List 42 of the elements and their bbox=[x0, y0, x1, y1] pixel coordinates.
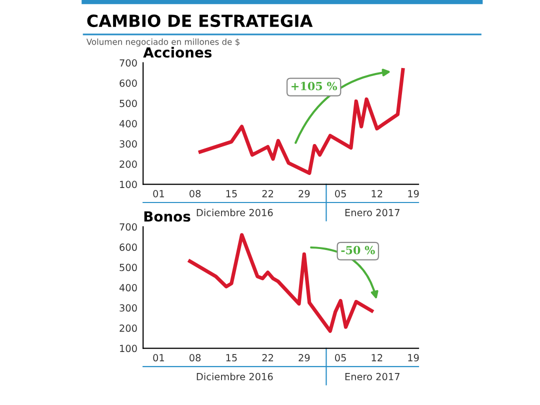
y-tick-label: 100 bbox=[120, 180, 137, 188]
y-tick-label: 300 bbox=[120, 304, 137, 312]
text: Diciembre 2016 bbox=[196, 372, 273, 380]
x-tick-label: 15 bbox=[226, 354, 237, 362]
y-axis-title: Bonos bbox=[144, 211, 190, 222]
x-tick-label: 29 bbox=[298, 354, 310, 362]
y-tick-label: 100 bbox=[120, 344, 137, 352]
y-tick-label: 700 bbox=[120, 223, 137, 231]
y-tick-label: 500 bbox=[120, 264, 137, 272]
x-tick-label: 12 bbox=[372, 354, 382, 362]
x-tick-label: 22 bbox=[262, 354, 274, 362]
chart-title: CAMBIO DE ESTRATEGIA bbox=[87, 14, 313, 28]
y-tick-label: 500 bbox=[120, 100, 137, 108]
y-tick-label: 600 bbox=[120, 80, 137, 87]
x-tick-label: 19 bbox=[408, 354, 419, 362]
text: Enero 2017 bbox=[345, 372, 400, 380]
x-tick-label: 01 bbox=[153, 354, 164, 362]
text: Enero 2017 bbox=[345, 208, 400, 216]
annotation: -50 % bbox=[341, 246, 375, 254]
y-axis-title: Acciones bbox=[143, 46, 212, 58]
x-tick-label: 15 bbox=[226, 190, 237, 198]
annotation: +105 % bbox=[292, 82, 338, 90]
y-tick-label: 700 bbox=[120, 59, 137, 67]
y-tick-label: 400 bbox=[119, 120, 137, 128]
x-tick-label: 19 bbox=[408, 190, 419, 198]
x-tick-label: 01 bbox=[153, 190, 164, 198]
x-tick-label: 05 bbox=[335, 190, 346, 198]
x-tick-label: 08 bbox=[190, 190, 201, 198]
text: Diciembre 2016 bbox=[196, 208, 273, 216]
x-tick-label: 05 bbox=[335, 354, 346, 362]
line-series bbox=[188, 233, 374, 333]
y-tick-label: 400 bbox=[119, 284, 137, 292]
y-tick-label: 600 bbox=[120, 244, 137, 251]
y-tick-label: 200 bbox=[120, 324, 137, 332]
x-tick-label: 22 bbox=[262, 190, 274, 198]
x-tick-label: 29 bbox=[298, 190, 310, 198]
line-series bbox=[198, 68, 405, 175]
y-tick-label: 300 bbox=[120, 140, 137, 148]
x-tick-label: 12 bbox=[372, 190, 382, 198]
y-tick-label: 200 bbox=[120, 160, 137, 168]
chart-subtitle: Volumen negociado en millones de $ bbox=[86, 38, 240, 47]
x-tick-label: 08 bbox=[190, 354, 201, 362]
